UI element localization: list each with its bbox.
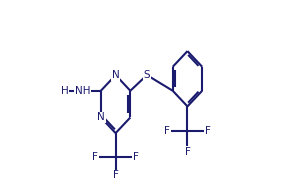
Text: F: F — [133, 152, 139, 162]
Text: F: F — [92, 152, 98, 162]
Text: S: S — [144, 70, 150, 80]
Text: F: F — [185, 147, 190, 157]
Text: H: H — [61, 86, 69, 96]
Text: NH: NH — [75, 86, 90, 96]
Text: F: F — [205, 126, 211, 136]
Text: N: N — [112, 70, 119, 80]
Text: F: F — [113, 171, 119, 180]
Text: N: N — [97, 112, 105, 122]
Text: F: F — [164, 126, 170, 136]
